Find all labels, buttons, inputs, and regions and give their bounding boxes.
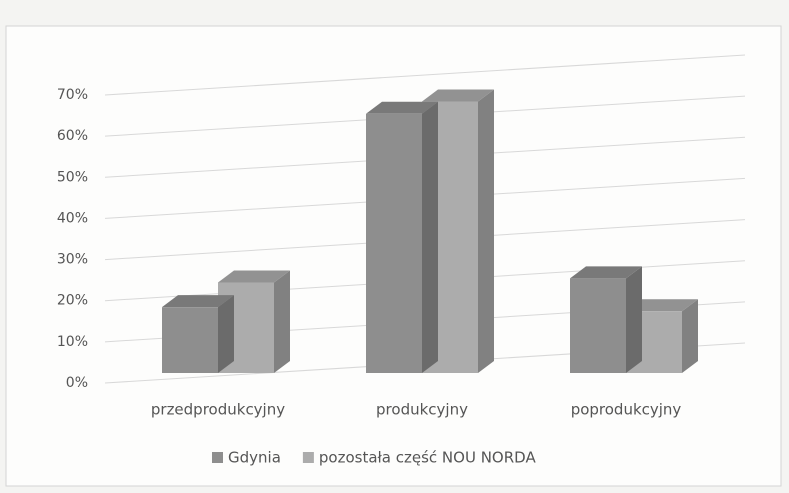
bar-top — [422, 89, 494, 102]
y-tick-label: 0% — [66, 375, 88, 391]
bar-side — [478, 89, 494, 373]
legend-label: Gdynia — [228, 449, 281, 467]
legend-swatch — [302, 452, 314, 463]
bar — [570, 278, 626, 373]
y-tick-label: 50% — [57, 169, 88, 185]
bar-side — [274, 270, 290, 373]
bar-top — [218, 270, 290, 283]
y-tick-label: 60% — [57, 128, 88, 144]
bar-top — [570, 266, 642, 279]
x-tick-label: poprodukcyjny — [571, 401, 682, 419]
bar-side — [422, 101, 438, 374]
bar-top — [366, 101, 438, 114]
bar-side — [682, 299, 698, 373]
y-tick-label: 20% — [57, 293, 88, 309]
legend-swatch — [212, 452, 223, 463]
y-tick-label: 40% — [57, 210, 88, 226]
legend-label: pozostała część NOU NORDA — [319, 449, 537, 467]
grid-line — [104, 54, 746, 96]
bar-side — [626, 266, 642, 373]
bar-side — [218, 295, 234, 373]
x-tick-label: produkcyjny — [376, 401, 468, 419]
y-tick-label: 10% — [57, 334, 88, 350]
bar — [366, 113, 422, 374]
bar — [162, 307, 218, 373]
bar-top — [162, 295, 234, 308]
y-tick-label: 30% — [57, 252, 88, 268]
y-tick-label: 70% — [57, 87, 88, 103]
x-tick-label: przedprodukcyjny — [151, 401, 285, 419]
bar-top — [626, 299, 698, 312]
